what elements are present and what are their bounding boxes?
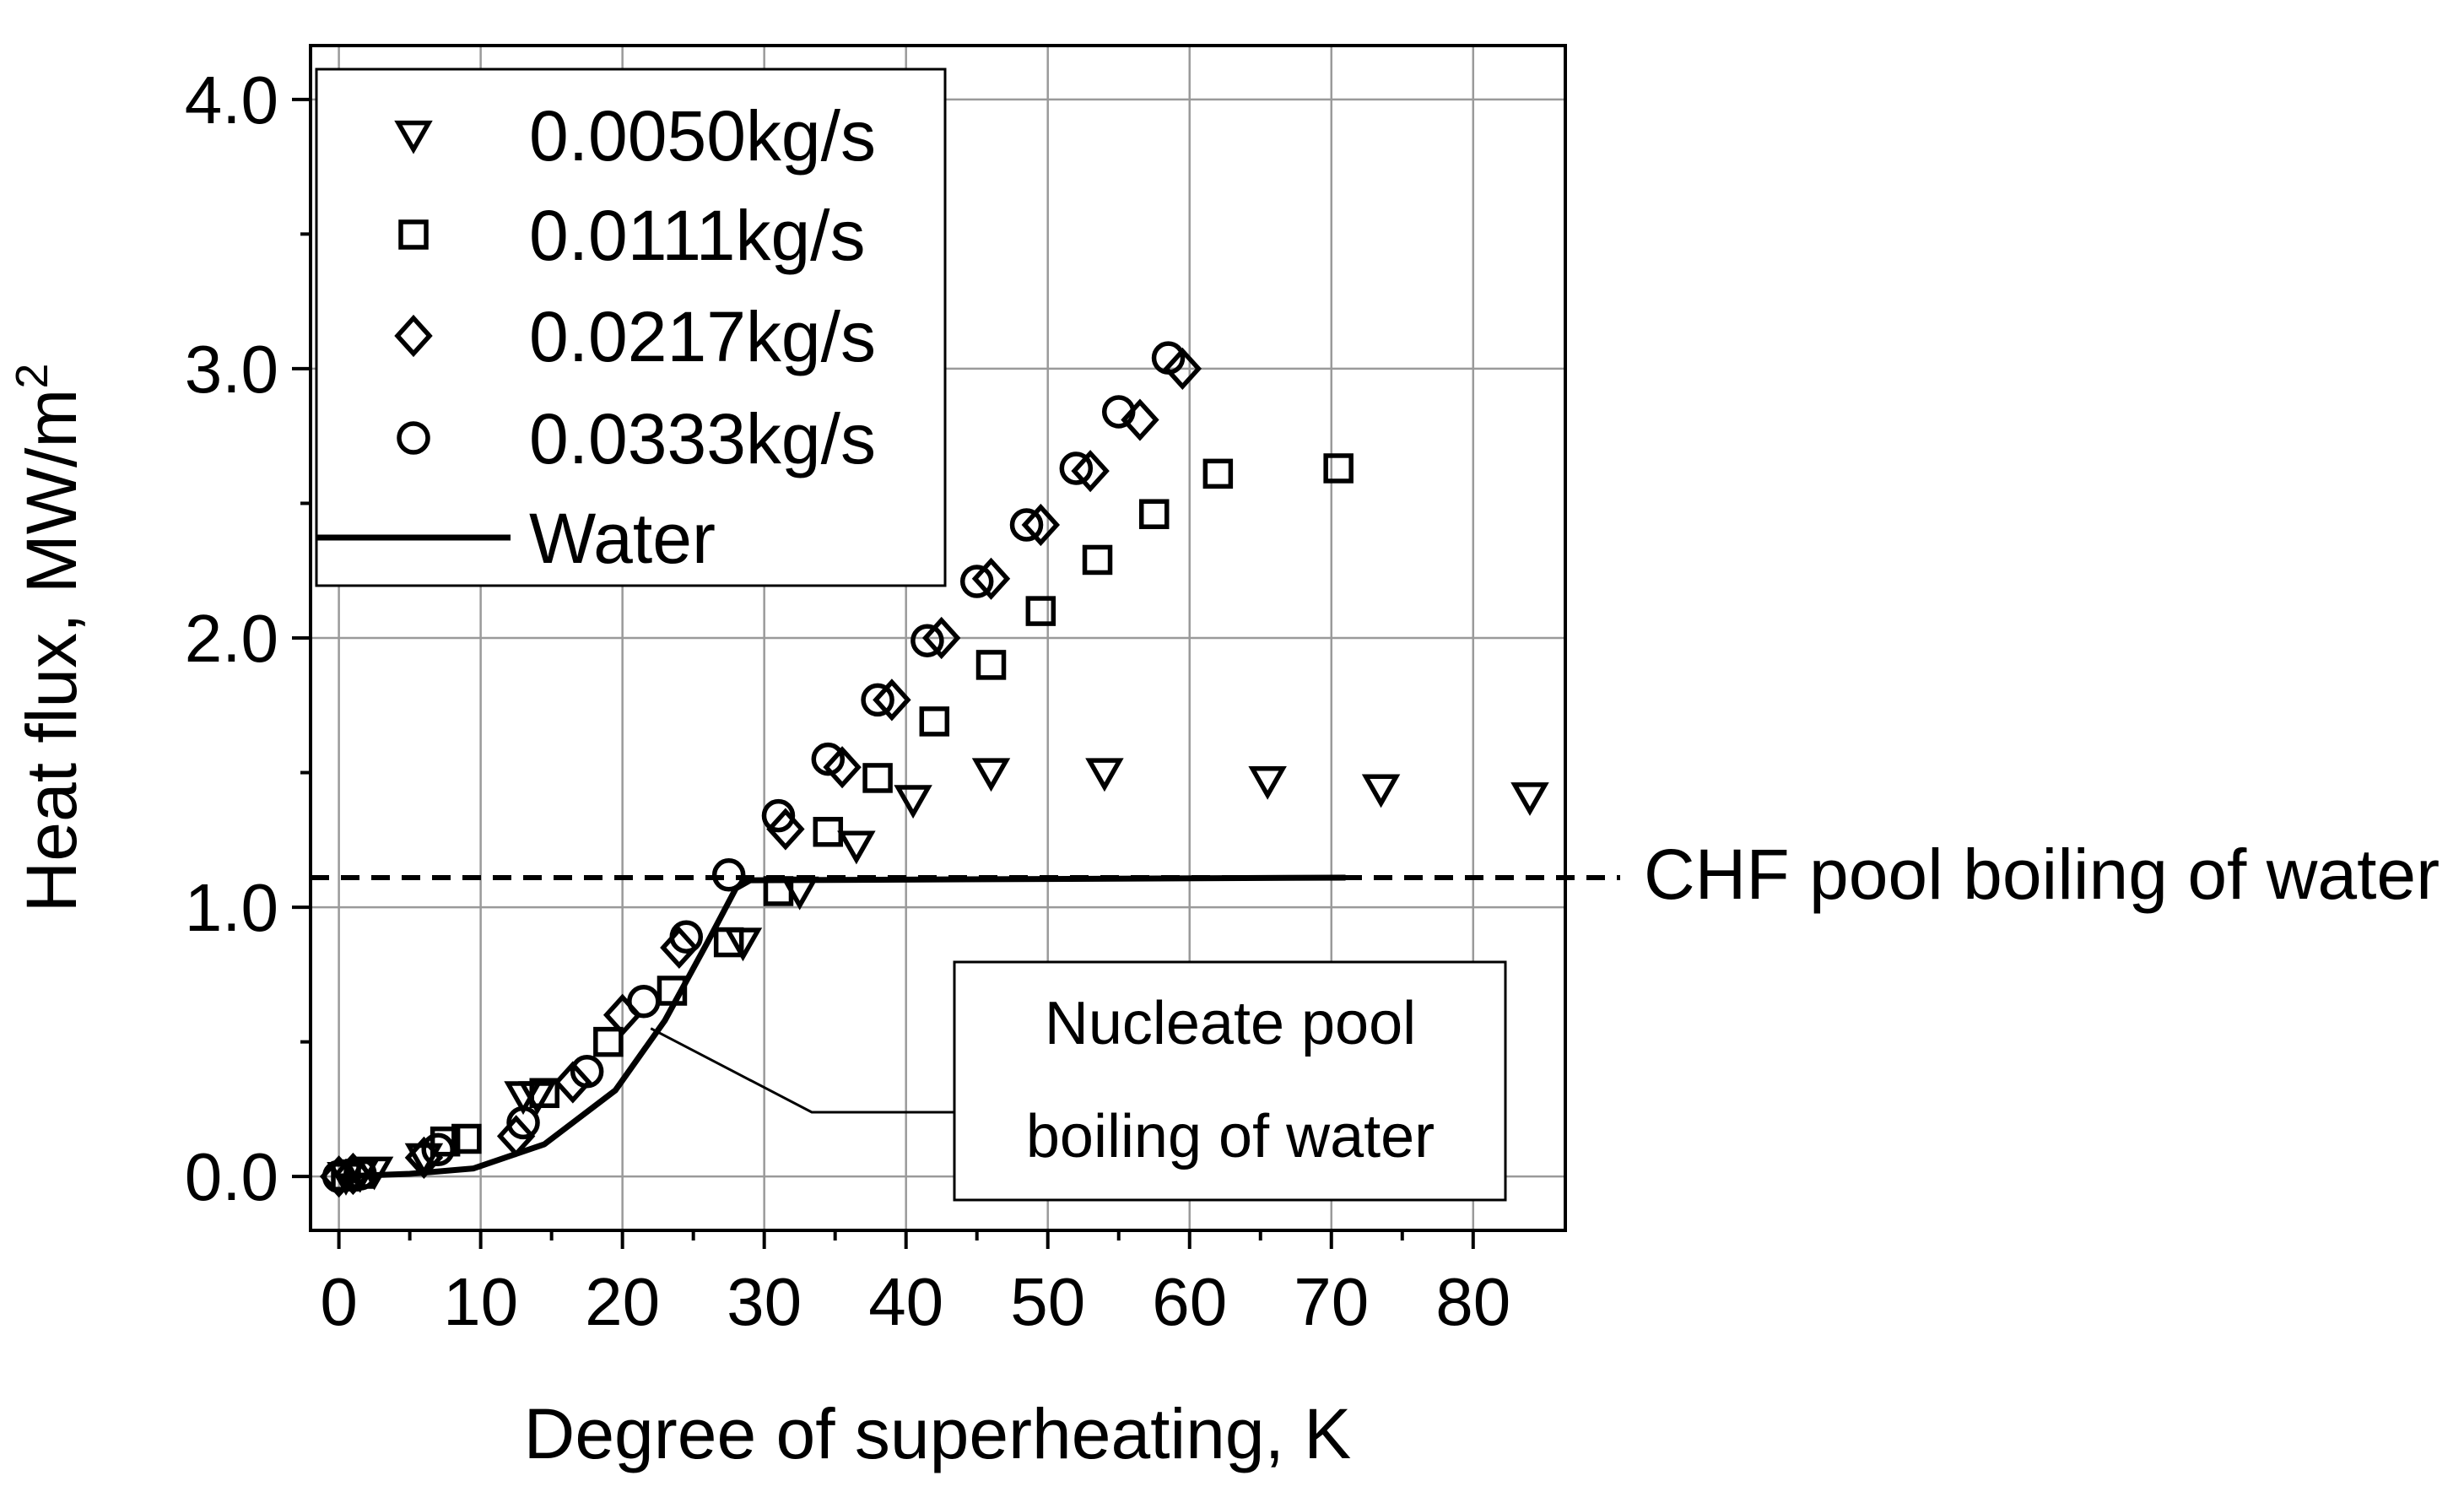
annotation-leader-line [650, 1027, 954, 1114]
data-point-square [1323, 453, 1354, 484]
data-point-circle [343, 1157, 377, 1191]
data-markers [319, 341, 1549, 1198]
data-point-square [919, 706, 950, 737]
annotation-box [953, 960, 1507, 1202]
y-axis-title-main: Heat flux, MW/m [12, 389, 91, 913]
data-point-circle [1059, 451, 1094, 485]
data-point-square [713, 927, 744, 958]
axis-ticks [292, 97, 1475, 1249]
data-point-triangle-down [1510, 782, 1549, 816]
data-point-circle [421, 1132, 455, 1167]
data-point-triangle-down [1361, 774, 1401, 808]
data-point-square [862, 763, 893, 793]
data-point-diamond [1021, 503, 1061, 547]
data-point-triangle-down [837, 830, 876, 865]
data-point-square [593, 1026, 624, 1057]
legend-label: 0.0111kg/s [529, 196, 866, 275]
legend-label: Water [529, 499, 716, 578]
data-point-square [1202, 458, 1234, 489]
data-point-diamond [496, 1115, 536, 1158]
data-point-diamond [333, 1152, 373, 1196]
water-line-group [338, 874, 1346, 1180]
y-tick-label: 4.0 [185, 62, 278, 138]
y-tick-label: 1.0 [185, 870, 278, 945]
data-point-circle [1009, 508, 1044, 542]
legend-label: 0.0217kg/s [529, 297, 876, 376]
data-point-diamond [554, 1061, 592, 1104]
legend-label: 0.0050kg/s [529, 96, 876, 176]
data-point-circle [1101, 395, 1136, 429]
legend-marker-circle [397, 421, 430, 455]
water-series-line [338, 874, 1346, 1180]
data-point-diamond [1163, 347, 1202, 391]
y-tick-label: 3.0 [185, 332, 278, 407]
x-tick-label: 70 [1294, 1264, 1369, 1339]
y-axis-title-superscript: 2 [7, 364, 57, 389]
data-point-diamond [921, 616, 961, 660]
data-point-triangle-down [971, 758, 1011, 792]
data-point-square [1025, 596, 1056, 626]
legend-marker-triangle-down [394, 120, 433, 154]
data-point-circle [910, 624, 944, 657]
data-point-square [975, 650, 1007, 680]
x-tick-label: 40 [868, 1264, 943, 1339]
x-tick-label: 0 [320, 1264, 358, 1339]
data-point-circle [861, 683, 894, 717]
data-point-circle [322, 1159, 356, 1193]
legend: 0.0050kg/s 0.0111kg/s 0.0217kg/s 0.0333kg/s… [315, 68, 947, 587]
data-point-circle [669, 920, 704, 954]
reference-line-group: CHF pool boiling of water [311, 835, 2440, 914]
legend-marker-square [398, 219, 429, 250]
legend-label: 0.0333kg/s [529, 399, 876, 478]
data-point-square [657, 976, 688, 1006]
x-axis-title: Degree of superheating, K [524, 1394, 1352, 1473]
data-point-circle [811, 742, 846, 776]
data-point-square [451, 1123, 482, 1154]
data-point-circle [570, 1054, 604, 1089]
data-point-square [430, 1126, 461, 1157]
data-point-diamond [404, 1136, 444, 1179]
tick-labels: 0 10 20 30 40 50 60 70 80 0.0 1.0 2.0 3.0 4.0 [185, 62, 1510, 1339]
data-point-square [1138, 499, 1170, 529]
x-tick-label: 60 [1152, 1264, 1227, 1339]
data-point-triangle-down [1248, 765, 1287, 800]
data-point-square [529, 1078, 559, 1109]
annotation-text-line: Nucleate pool [1045, 990, 1416, 1057]
x-tick-label: 50 [1010, 1264, 1085, 1339]
data-point-diamond [766, 808, 805, 851]
y-axis-title: Heat flux, MW/m2 [7, 364, 91, 913]
y-tick-label: 0.0 [185, 1139, 278, 1214]
data-point-diamond [1071, 450, 1110, 493]
data-point-circle [711, 858, 746, 892]
y-tick-label: 2.0 [185, 601, 278, 676]
data-point-diamond [1121, 398, 1159, 441]
data-point-square [1082, 544, 1113, 576]
x-tick-label: 10 [443, 1264, 518, 1339]
data-point-circle [761, 798, 796, 833]
data-point-diamond [971, 557, 1011, 600]
x-tick-label: 80 [1435, 1264, 1510, 1339]
data-point-circle [959, 565, 994, 598]
data-point-diamond [873, 678, 911, 722]
data-point-diamond [823, 746, 862, 789]
data-point-circle [506, 1105, 540, 1140]
data-point-circle [627, 985, 661, 1019]
data-point-triangle-down [894, 785, 932, 819]
x-tick-label: 20 [585, 1264, 660, 1339]
data-point-triangle-down [1085, 758, 1124, 792]
data-point-circle [1151, 341, 1186, 375]
data-point-square [763, 876, 794, 906]
annotation-group: Nucleate pool boiling of water [650, 960, 1507, 1202]
legend-marker-diamond [394, 314, 433, 358]
x-tick-label: 30 [727, 1264, 802, 1339]
chf-reference-label: CHF pool boiling of water [1644, 835, 2440, 914]
data-point-square [813, 816, 844, 847]
annotation-text-line: boiling of water [1026, 1103, 1435, 1170]
data-point-diamond [660, 926, 699, 970]
